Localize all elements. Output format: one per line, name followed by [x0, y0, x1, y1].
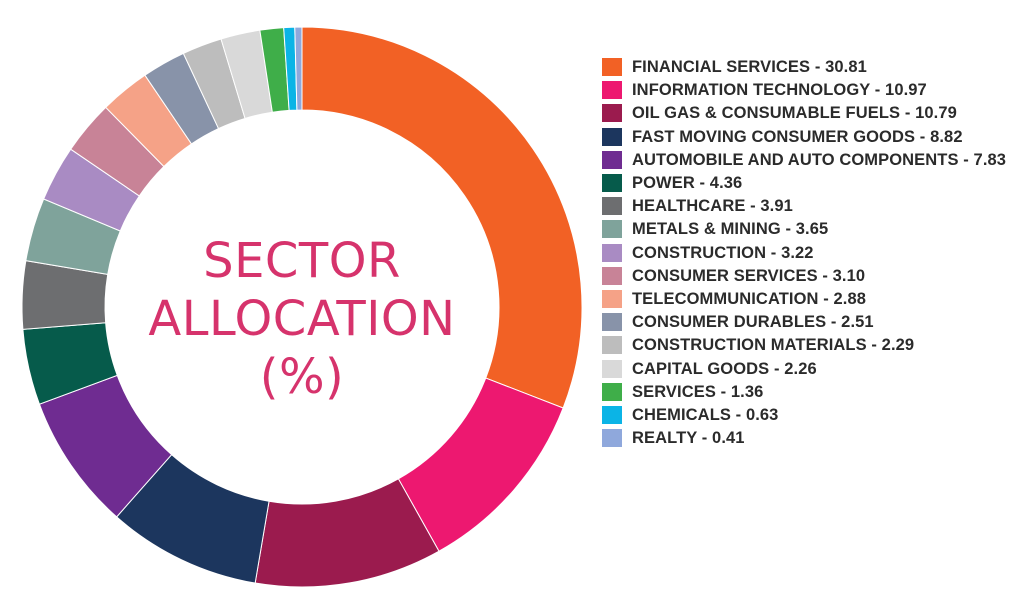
legend-swatch-9: [602, 267, 622, 285]
legend-label-1: INFORMATION TECHNOLOGY - 10.97: [632, 79, 927, 102]
legend-item-14: SERVICES - 1.36: [602, 381, 1022, 404]
chart-title-line-2: ALLOCATION: [122, 290, 482, 348]
legend-swatch-14: [602, 383, 622, 401]
legend-item-8: CONSTRUCTION - 3.22: [602, 242, 1022, 265]
legend-swatch-13: [602, 360, 622, 378]
legend-item-15: CHEMICALS - 0.63: [602, 404, 1022, 427]
legend-swatch-12: [602, 336, 622, 354]
legend-label-16: REALTY - 0.41: [632, 427, 745, 450]
legend-swatch-4: [602, 151, 622, 169]
legend-label-5: POWER - 4.36: [632, 172, 742, 195]
legend-swatch-16: [602, 429, 622, 447]
legend-label-3: FAST MOVING CONSUMER GOODS - 8.82: [632, 126, 963, 149]
legend-swatch-1: [602, 81, 622, 99]
chart-title-line-1: SECTOR: [122, 232, 482, 290]
legend-label-14: SERVICES - 1.36: [632, 381, 763, 404]
legend-swatch-15: [602, 406, 622, 424]
legend-item-0: FINANCIAL SERVICES - 30.81: [602, 56, 1022, 79]
legend-item-4: AUTOMOBILE AND AUTO COMPONENTS - 7.83: [602, 149, 1022, 172]
legend-swatch-3: [602, 128, 622, 146]
legend-item-12: CONSTRUCTION MATERIALS - 2.29: [602, 334, 1022, 357]
legend-item-10: TELECOMMUNICATION - 2.88: [602, 288, 1022, 311]
legend-label-15: CHEMICALS - 0.63: [632, 404, 778, 427]
legend-swatch-5: [602, 174, 622, 192]
legend-swatch-10: [602, 290, 622, 308]
chart-title: SECTOR ALLOCATION (%): [122, 232, 482, 406]
legend-item-13: CAPITAL GOODS - 2.26: [602, 358, 1022, 381]
legend-label-6: HEALTHCARE - 3.91: [632, 195, 793, 218]
legend-label-13: CAPITAL GOODS - 2.26: [632, 358, 817, 381]
legend-label-4: AUTOMOBILE AND AUTO COMPONENTS - 7.83: [632, 149, 1006, 172]
chart-legend: FINANCIAL SERVICES - 30.81 INFORMATION TE…: [602, 56, 1022, 450]
legend-swatch-8: [602, 244, 622, 262]
legend-label-12: CONSTRUCTION MATERIALS - 2.29: [632, 334, 914, 357]
legend-item-5: POWER - 4.36: [602, 172, 1022, 195]
legend-item-9: CONSUMER SERVICES - 3.10: [602, 265, 1022, 288]
legend-item-11: CONSUMER DURABLES - 2.51: [602, 311, 1022, 334]
legend-item-6: HEALTHCARE - 3.91: [602, 195, 1022, 218]
legend-label-2: OIL GAS & CONSUMABLE FUELS - 10.79: [632, 102, 957, 125]
legend-label-9: CONSUMER SERVICES - 3.10: [632, 265, 865, 288]
legend-item-1: INFORMATION TECHNOLOGY - 10.97: [602, 79, 1022, 102]
legend-item-16: REALTY - 0.41: [602, 427, 1022, 450]
legend-swatch-2: [602, 104, 622, 122]
legend-swatch-6: [602, 197, 622, 215]
legend-swatch-7: [602, 220, 622, 238]
legend-item-3: FAST MOVING CONSUMER GOODS - 8.82: [602, 126, 1022, 149]
legend-label-11: CONSUMER DURABLES - 2.51: [632, 311, 874, 334]
legend-swatch-11: [602, 313, 622, 331]
legend-label-8: CONSTRUCTION - 3.22: [632, 242, 814, 265]
legend-item-7: METALS & MINING - 3.65: [602, 218, 1022, 241]
chart-title-line-3: (%): [122, 348, 482, 406]
legend-item-2: OIL GAS & CONSUMABLE FUELS - 10.79: [602, 102, 1022, 125]
legend-label-7: METALS & MINING - 3.65: [632, 218, 828, 241]
legend-label-0: FINANCIAL SERVICES - 30.81: [632, 56, 867, 79]
legend-swatch-0: [602, 58, 622, 76]
legend-label-10: TELECOMMUNICATION - 2.88: [632, 288, 866, 311]
